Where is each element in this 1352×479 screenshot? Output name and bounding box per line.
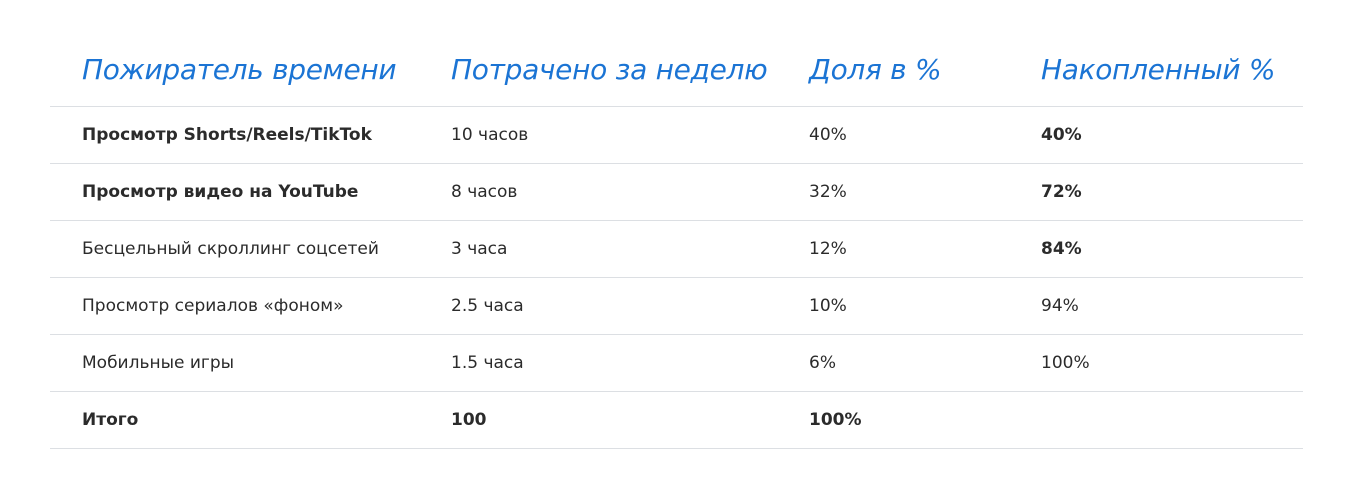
table-header-row: Пожиратель времени Потрачено за неделю Д… (50, 30, 1303, 107)
table-row: Бесцельный скроллинг соцсетей 3 часа 12%… (50, 221, 1303, 278)
row-spent: 2.5 часа (451, 295, 524, 316)
row-spent: 8 часов (451, 181, 518, 202)
row-spent: 1.5 часа (451, 352, 524, 373)
row-name: Просмотр Shorts/Reels/TikTok (82, 124, 372, 145)
row-share: 32% (809, 181, 847, 202)
total-spent: 100 (451, 409, 487, 430)
header-share-percent: Доля в % (809, 53, 942, 86)
total-share: 100% (809, 409, 862, 430)
row-spent: 10 часов (451, 124, 529, 145)
table-row: Мобильные игры 1.5 часа 6% 100% (50, 335, 1303, 392)
table-total-row: Итого 100 100% (50, 392, 1303, 449)
row-cumulative: 84% (1041, 238, 1082, 259)
header-spent-per-week: Потрачено за неделю (451, 53, 768, 86)
header-cumulative-percent: Накопленный % (1041, 53, 1276, 86)
table-row: Просмотр видео на YouTube 8 часов 32% 72… (50, 164, 1303, 221)
row-name: Мобильные игры (82, 352, 235, 373)
row-name: Просмотр сериалов «фоном» (82, 295, 344, 316)
row-share: 40% (809, 124, 847, 145)
row-share: 6% (809, 352, 836, 373)
header-time-waster: Пожиратель времени (82, 53, 397, 86)
row-cumulative: 72% (1041, 181, 1082, 202)
time-wasters-table: Пожиратель времени Потрачено за неделю Д… (50, 30, 1303, 449)
row-name: Бесцельный скроллинг соцсетей (82, 238, 379, 259)
total-label: Итого (82, 409, 139, 430)
row-share: 12% (809, 238, 847, 259)
row-cumulative: 40% (1041, 124, 1082, 145)
row-cumulative: 94% (1041, 295, 1079, 316)
table-row: Просмотр Shorts/Reels/TikTok 10 часов 40… (50, 107, 1303, 164)
row-name: Просмотр видео на YouTube (82, 181, 359, 202)
table-row: Просмотр сериалов «фоном» 2.5 часа 10% 9… (50, 278, 1303, 335)
row-cumulative: 100% (1041, 352, 1090, 373)
row-spent: 3 часа (451, 238, 508, 259)
row-share: 10% (809, 295, 847, 316)
